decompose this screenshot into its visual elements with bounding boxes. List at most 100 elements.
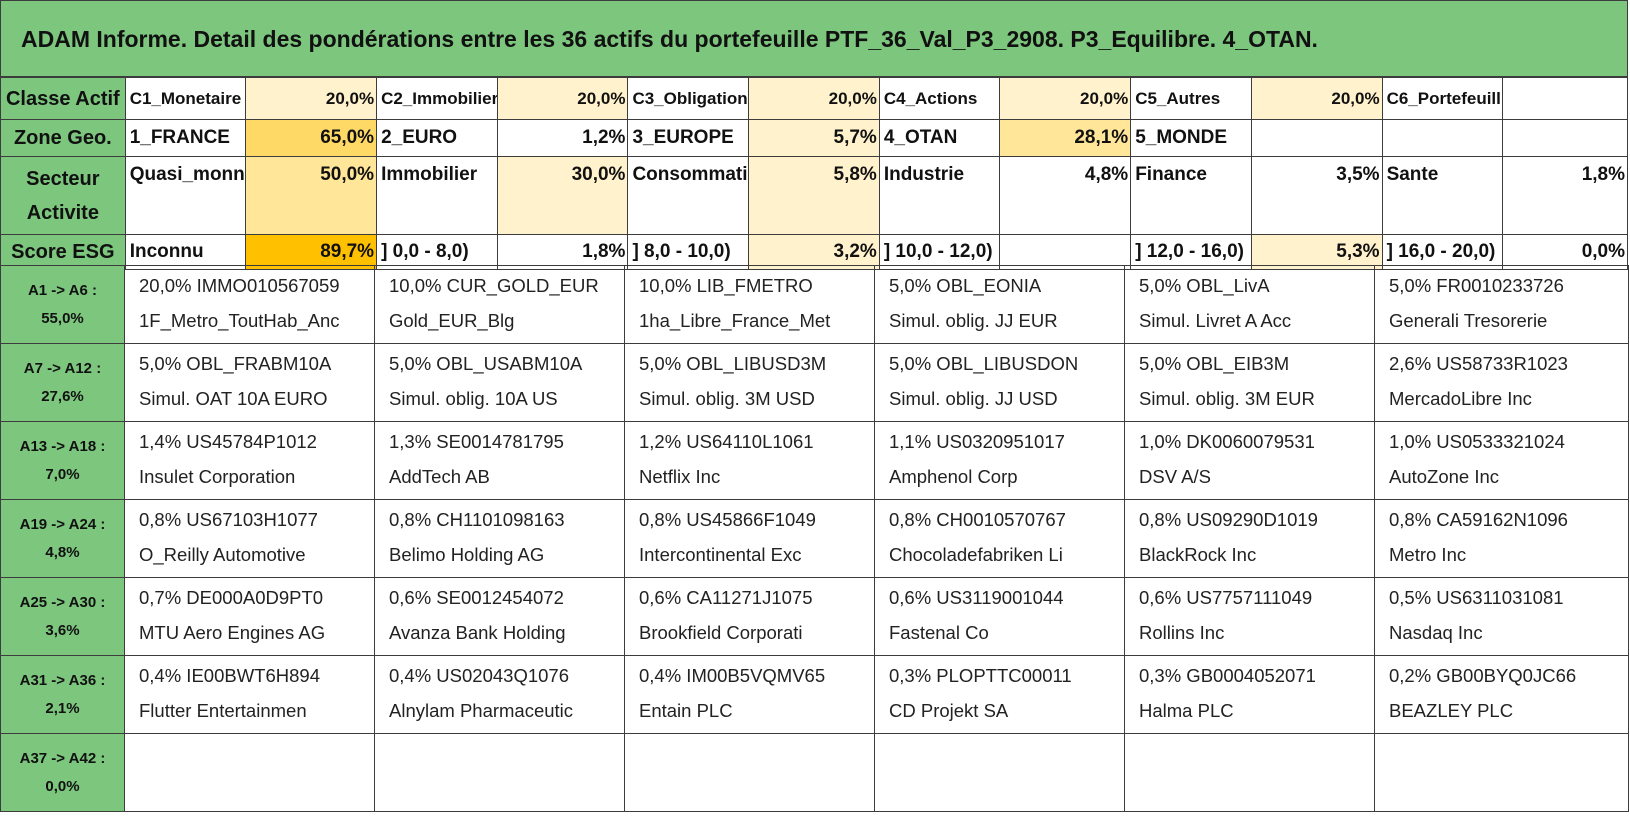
asset-group-range: A31 -> A36 : — [19, 671, 106, 689]
asset-group-label: A31 -> A36 : 2,1% — [0, 655, 125, 734]
asset-group-row: A13 -> A18 : 7,0% 1,4% US45784P1012 Insulet… — [0, 421, 1629, 500]
asset-cell: 0,2% GB00BYQ0JC66 BEAZLEY PLC — [1374, 655, 1629, 734]
asset-name: AddTech AB — [389, 466, 490, 487]
asset-cell: 5,0% OBL_FRABM10A Simul. OAT 10A EURO — [124, 343, 375, 422]
summary-item-pct: 3,5% — [1250, 156, 1383, 235]
asset-cell: 0,8% US09290D1019 BlackRock Inc — [1124, 499, 1375, 578]
asset-cell: 0,8% CH0010570767 Chocoladefabriken Li — [874, 499, 1125, 578]
asset-group-total: 0,0% — [45, 777, 80, 795]
asset-cell: 0,6% US7757111049 Rollins Inc — [1124, 577, 1375, 656]
asset-group-total: 2,1% — [45, 699, 80, 717]
summary-item-pct: 30,0% — [496, 156, 629, 235]
asset-weight-code: 0,2% GB00BYQ0JC66 — [1389, 665, 1577, 686]
asset-cell — [1374, 733, 1629, 812]
summary-item-pct: 20,0% — [496, 77, 629, 120]
asset-cell: 1,4% US45784P1012 Insulet Corporation — [124, 421, 375, 500]
asset-weight-code: 0,6% CA11271J1075 — [639, 587, 813, 608]
asset-cell: 1,0% US0533321024 AutoZone Inc — [1374, 421, 1629, 500]
summary-item-pct: 5,7% — [748, 119, 880, 157]
asset-name: Simul. oblig. JJ USD — [889, 388, 1058, 409]
summary-item-pct: 5,8% — [748, 156, 880, 235]
asset-weight-code: 0,6% US7757111049 — [1139, 587, 1313, 608]
asset-name: Generali Tresorerie — [1389, 310, 1548, 331]
asset-weight-code: 20,0% IMMO010567059 — [139, 275, 340, 296]
asset-name: Simul. oblig. 10A US — [389, 388, 558, 409]
asset-name: Halma PLC — [1139, 700, 1234, 721]
asset-cell: 5,0% OBL_EIB3M Simul. oblig. 3M EUR — [1124, 343, 1375, 422]
summary-item-name: C6_Portefeuill — [1381, 77, 1504, 120]
asset-weight-code: 0,5% US6311031081 — [1389, 587, 1564, 608]
summary-item-pct: 89,7% — [245, 234, 378, 270]
asset-weight-code: 5,0% OBL_EIB3M — [1139, 353, 1290, 374]
asset-cell: 5,0% FR0010233726 Generali Tresorerie — [1374, 265, 1629, 344]
summary-item-pct: 0,0% — [1502, 234, 1628, 270]
summary-row: Secteur ActiviteQuasi_monnaie50,0%Immobi… — [0, 156, 1628, 235]
asset-name: Simul. oblig. JJ EUR — [889, 310, 1058, 331]
asset-weight-code: 0,8% CA59162N1096 — [1389, 509, 1568, 530]
asset-name: Simul. oblig. 3M USD — [639, 388, 815, 409]
asset-cell: 10,0% CUR_GOLD_EUR Gold_EUR_Blg — [374, 265, 625, 344]
asset-weight-code: 0,7% DE000A0D9PT0 — [139, 587, 324, 608]
asset-cell: 0,3% PLOPTTC00011 CD Projekt SA — [874, 655, 1125, 734]
summary-item-name: 1_FRANCE — [124, 119, 247, 157]
summary-row-label: Score ESG — [0, 234, 126, 270]
asset-cell — [874, 733, 1125, 812]
summary-item-name: ] 10,0 - 12,0) — [878, 234, 1001, 270]
summary-item-pct: 20,0% — [999, 77, 1132, 120]
summary-row: Classe Actif C1_Monetaire 20,0% C2_Immobili… — [0, 77, 1628, 120]
asset-weight-code: 1,3% SE0014781795 — [389, 431, 564, 452]
asset-name: Avanza Bank Holding — [389, 622, 566, 643]
asset-cell: 5,0% OBL_USABM10A Simul. oblig. 10A US — [374, 343, 625, 422]
asset-name: DSV A/S — [1139, 466, 1211, 487]
summary-item-pct: 1,8% — [1502, 156, 1628, 235]
asset-cell: 5,0% OBL_EONIA Simul. oblig. JJ EUR — [874, 265, 1125, 344]
asset-cell: 0,8% CH1101098163 Belimo Holding AG — [374, 499, 625, 578]
asset-name: Nasdaq Inc — [1389, 622, 1483, 643]
asset-group-row: A1 -> A6 : 55,0% 20,0% IMMO010567059 1F_Met… — [0, 265, 1629, 344]
asset-weight-code: 0,6% SE0012454072 — [389, 587, 564, 608]
summary-table: Classe Actif C1_Monetaire 20,0% C2_Immobili… — [0, 77, 1628, 270]
summary-item-pct — [1502, 77, 1628, 120]
asset-group-label: A7 -> A12 : 27,6% — [0, 343, 125, 422]
asset-weight-code: 1,0% US0533321024 — [1389, 431, 1565, 452]
asset-group-range: A25 -> A30 : — [19, 593, 106, 611]
asset-cell: 10,0% LIB_FMETRO 1ha_Libre_France_Met — [624, 265, 875, 344]
summary-item-name: Sante — [1381, 156, 1504, 235]
asset-weight-code: 5,0% OBL_USABM10A — [389, 353, 583, 374]
asset-cell — [1124, 733, 1375, 812]
asset-weight-code: 5,0% OBL_EONIA — [889, 275, 1042, 296]
asset-group-total: 3,6% — [45, 621, 80, 639]
asset-weight-code: 0,4% IM00B5VQMV65 — [639, 665, 826, 686]
asset-weight-code: 5,0% OBL_FRABM10A — [139, 353, 332, 374]
asset-name: Metro Inc — [1389, 544, 1467, 565]
asset-weight-code: 0,8% CH0010570767 — [889, 509, 1066, 530]
asset-group-total: 27,6% — [41, 387, 84, 405]
summary-item-name: 3_EUROPE — [627, 119, 750, 157]
asset-weight-code: 0,3% GB0004052071 — [1139, 665, 1316, 686]
summary-item-name: ] 8,0 - 10,0) — [627, 234, 750, 270]
summary-item-pct — [1502, 119, 1628, 157]
asset-weight-code: 0,8% US45866F1049 — [639, 509, 816, 530]
summary-item-name: 2_EURO — [376, 119, 498, 157]
summary-item-pct: 20,0% — [748, 77, 880, 120]
asset-name: BEAZLEY PLC — [1389, 700, 1514, 721]
asset-weight-code: 10,0% LIB_FMETRO — [639, 275, 813, 296]
asset-group-range: A19 -> A24 : — [19, 515, 106, 533]
summary-item-name: C1_Monetaire — [124, 77, 247, 120]
summary-row-label: Secteur Activite — [0, 156, 126, 235]
asset-group-row: A31 -> A36 : 2,1% 0,4% IE00BWT6H894 Flutter… — [0, 655, 1629, 734]
summary-item-pct — [999, 234, 1132, 270]
asset-cell: 0,6% CA11271J1075 Brookfield Corporati — [624, 577, 875, 656]
summary-item-name: C4_Actions — [878, 77, 1001, 120]
summary-item-pct: 28,1% — [999, 119, 1132, 157]
summary-item-name: Consommation_cyclique — [627, 156, 750, 235]
asset-cell: 0,4% US02043Q1076 Alnylam Pharmaceutic — [374, 655, 625, 734]
summary-item-pct: 1,8% — [496, 234, 629, 270]
asset-cell: 1,2% US64110L1061 Netflix Inc — [624, 421, 875, 500]
asset-name: CD Projekt SA — [889, 700, 1009, 721]
asset-name: Fastenal Co — [889, 622, 989, 643]
asset-weight-code: 0,3% PLOPTTC00011 — [889, 665, 1072, 686]
asset-group-range: A1 -> A6 : — [27, 281, 98, 299]
asset-weight-code: 1,0% DK0060079531 — [1139, 431, 1315, 452]
